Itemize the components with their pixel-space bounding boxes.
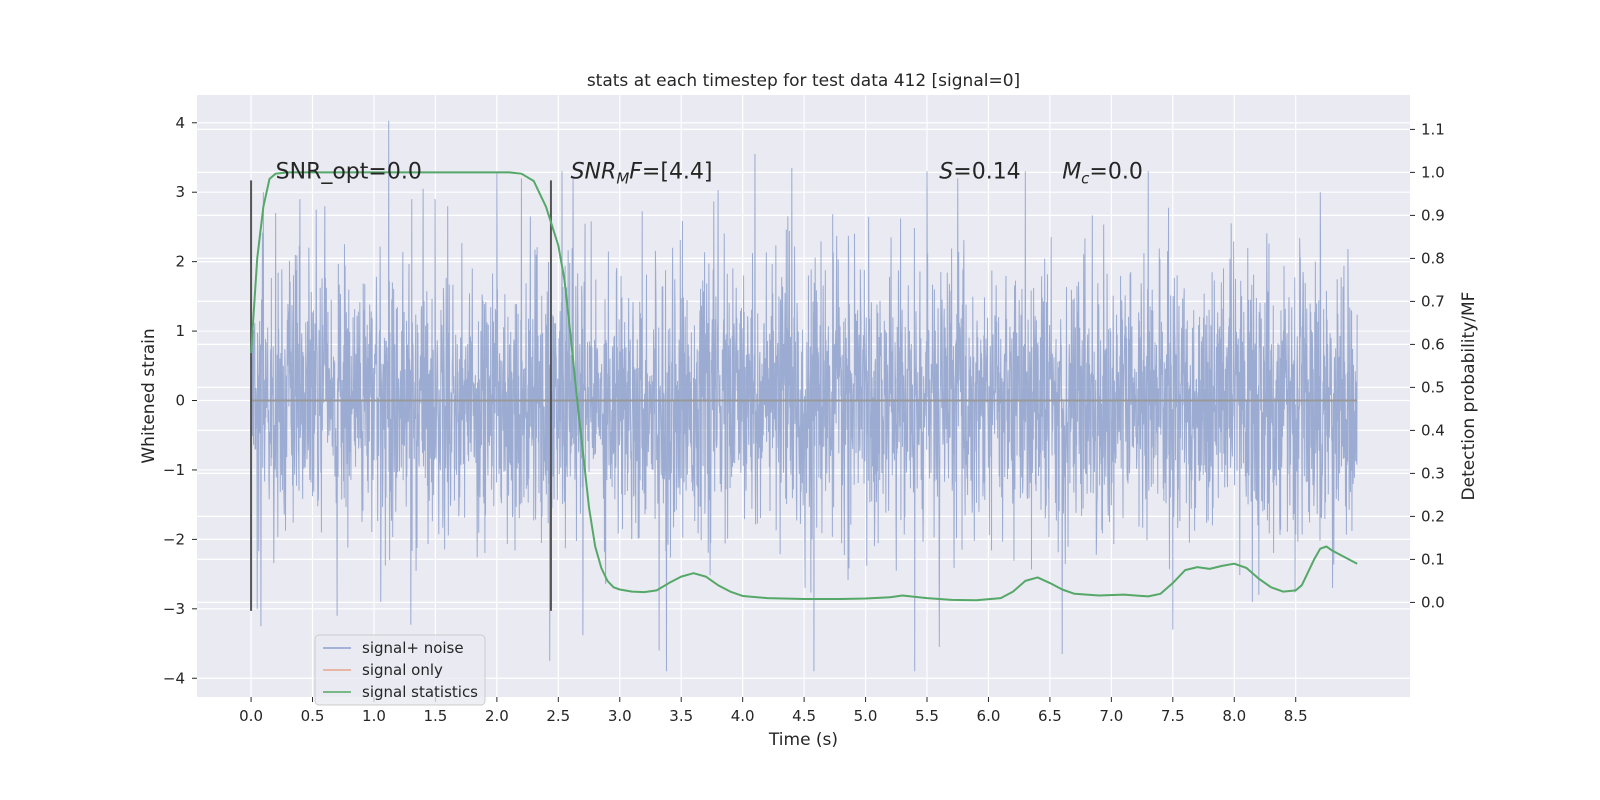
- legend-label-noise: signal+ noise: [362, 639, 464, 657]
- noise-series: [250, 120, 1358, 672]
- x-tick-label: 3.5: [669, 707, 693, 725]
- noise-line: [250, 120, 1358, 672]
- y-right-tick-label: 0.0: [1421, 593, 1445, 611]
- y-right-tick-label: 0.6: [1421, 335, 1445, 353]
- x-tick-label: 2.0: [485, 707, 509, 725]
- y-right-tick-label: 1.1: [1421, 120, 1445, 138]
- statistics-line: [250, 171, 1358, 602]
- x-tick-label: 6.0: [977, 707, 1001, 725]
- x-tick-label: 4.0: [731, 707, 755, 725]
- y-left-tick-label: −2: [163, 530, 185, 548]
- y-left-tick-label: 2: [175, 253, 185, 271]
- event-markers: [250, 180, 552, 611]
- x-tick-label: 8.0: [1222, 707, 1246, 725]
- y-axis-label-left: Whitened strain: [139, 328, 159, 463]
- y-right-tick-label: 0.2: [1421, 507, 1445, 525]
- y-left-tick-label: 4: [175, 114, 185, 132]
- x-tick-label: 1.0: [362, 707, 386, 725]
- annotations: SNR_opt=0.0 SNRMF=[4.4] S=0.14 Mc=0.0: [276, 159, 1143, 187]
- statistics-series: [250, 171, 1358, 602]
- annotation: SNRMF=[4.4]: [571, 159, 713, 187]
- legend-box: [314, 634, 486, 706]
- y-left-tick-label: −1: [163, 461, 185, 479]
- y-left-tick-label: 1: [175, 322, 185, 340]
- x-tick-label: 0.5: [301, 707, 325, 725]
- x-tick-label: 4.5: [792, 707, 816, 725]
- y-right-tick-label: 0.5: [1421, 378, 1445, 396]
- legend: signal+ noise signal only signal statist…: [314, 634, 486, 706]
- chart-title: stats at each timestep for test data 412…: [587, 71, 1020, 91]
- y-left-tick-label: 0: [175, 392, 185, 410]
- legend-label-statistics: signal statistics: [362, 683, 478, 701]
- y-right-tick-label: 0.4: [1421, 421, 1445, 439]
- y-left-tick-label: −4: [163, 669, 185, 687]
- x-tick-label: 7.0: [1099, 707, 1123, 725]
- x-tick-label: 5.5: [915, 707, 939, 725]
- x-tick-label: 0.0: [239, 707, 263, 725]
- x-tick-label: 8.5: [1284, 707, 1308, 725]
- y-left-tick-label: 3: [175, 183, 185, 201]
- y-left-tick-label: −3: [163, 600, 185, 618]
- x-axis-label: Time (s): [768, 730, 838, 750]
- x-tick-label: 7.5: [1161, 707, 1185, 725]
- y-right-tick-label: 0.7: [1421, 292, 1445, 310]
- annotation: SNR_opt=0.0: [276, 159, 422, 184]
- y-right-tick-label: 0.8: [1421, 249, 1445, 267]
- y-right-tick-label: 0.9: [1421, 206, 1445, 224]
- y-right-tick-label: 0.1: [1421, 550, 1445, 568]
- ticks: 0.0 0.5 1.0 1.5 2.0 2.5 3.0 3.5 4.0 4.5 5.0 5.5 6.0 6…: [163, 114, 1445, 725]
- y-axis-label-right: Detection probability/MF: [1459, 292, 1479, 501]
- x-tick-label: 2.5: [546, 707, 570, 725]
- x-tick-label: 1.5: [423, 707, 447, 725]
- x-tick-label: 6.5: [1038, 707, 1062, 725]
- annotation: S=0.14: [939, 159, 1020, 184]
- y-right-tick-label: 0.3: [1421, 464, 1445, 482]
- legend-label-signal: signal only: [362, 661, 443, 679]
- x-tick-label: 3.0: [608, 707, 632, 725]
- annotation: Mc=0.0: [1062, 159, 1143, 187]
- x-tick-label: 5.0: [854, 707, 878, 725]
- y-right-tick-label: 1.0: [1421, 163, 1445, 181]
